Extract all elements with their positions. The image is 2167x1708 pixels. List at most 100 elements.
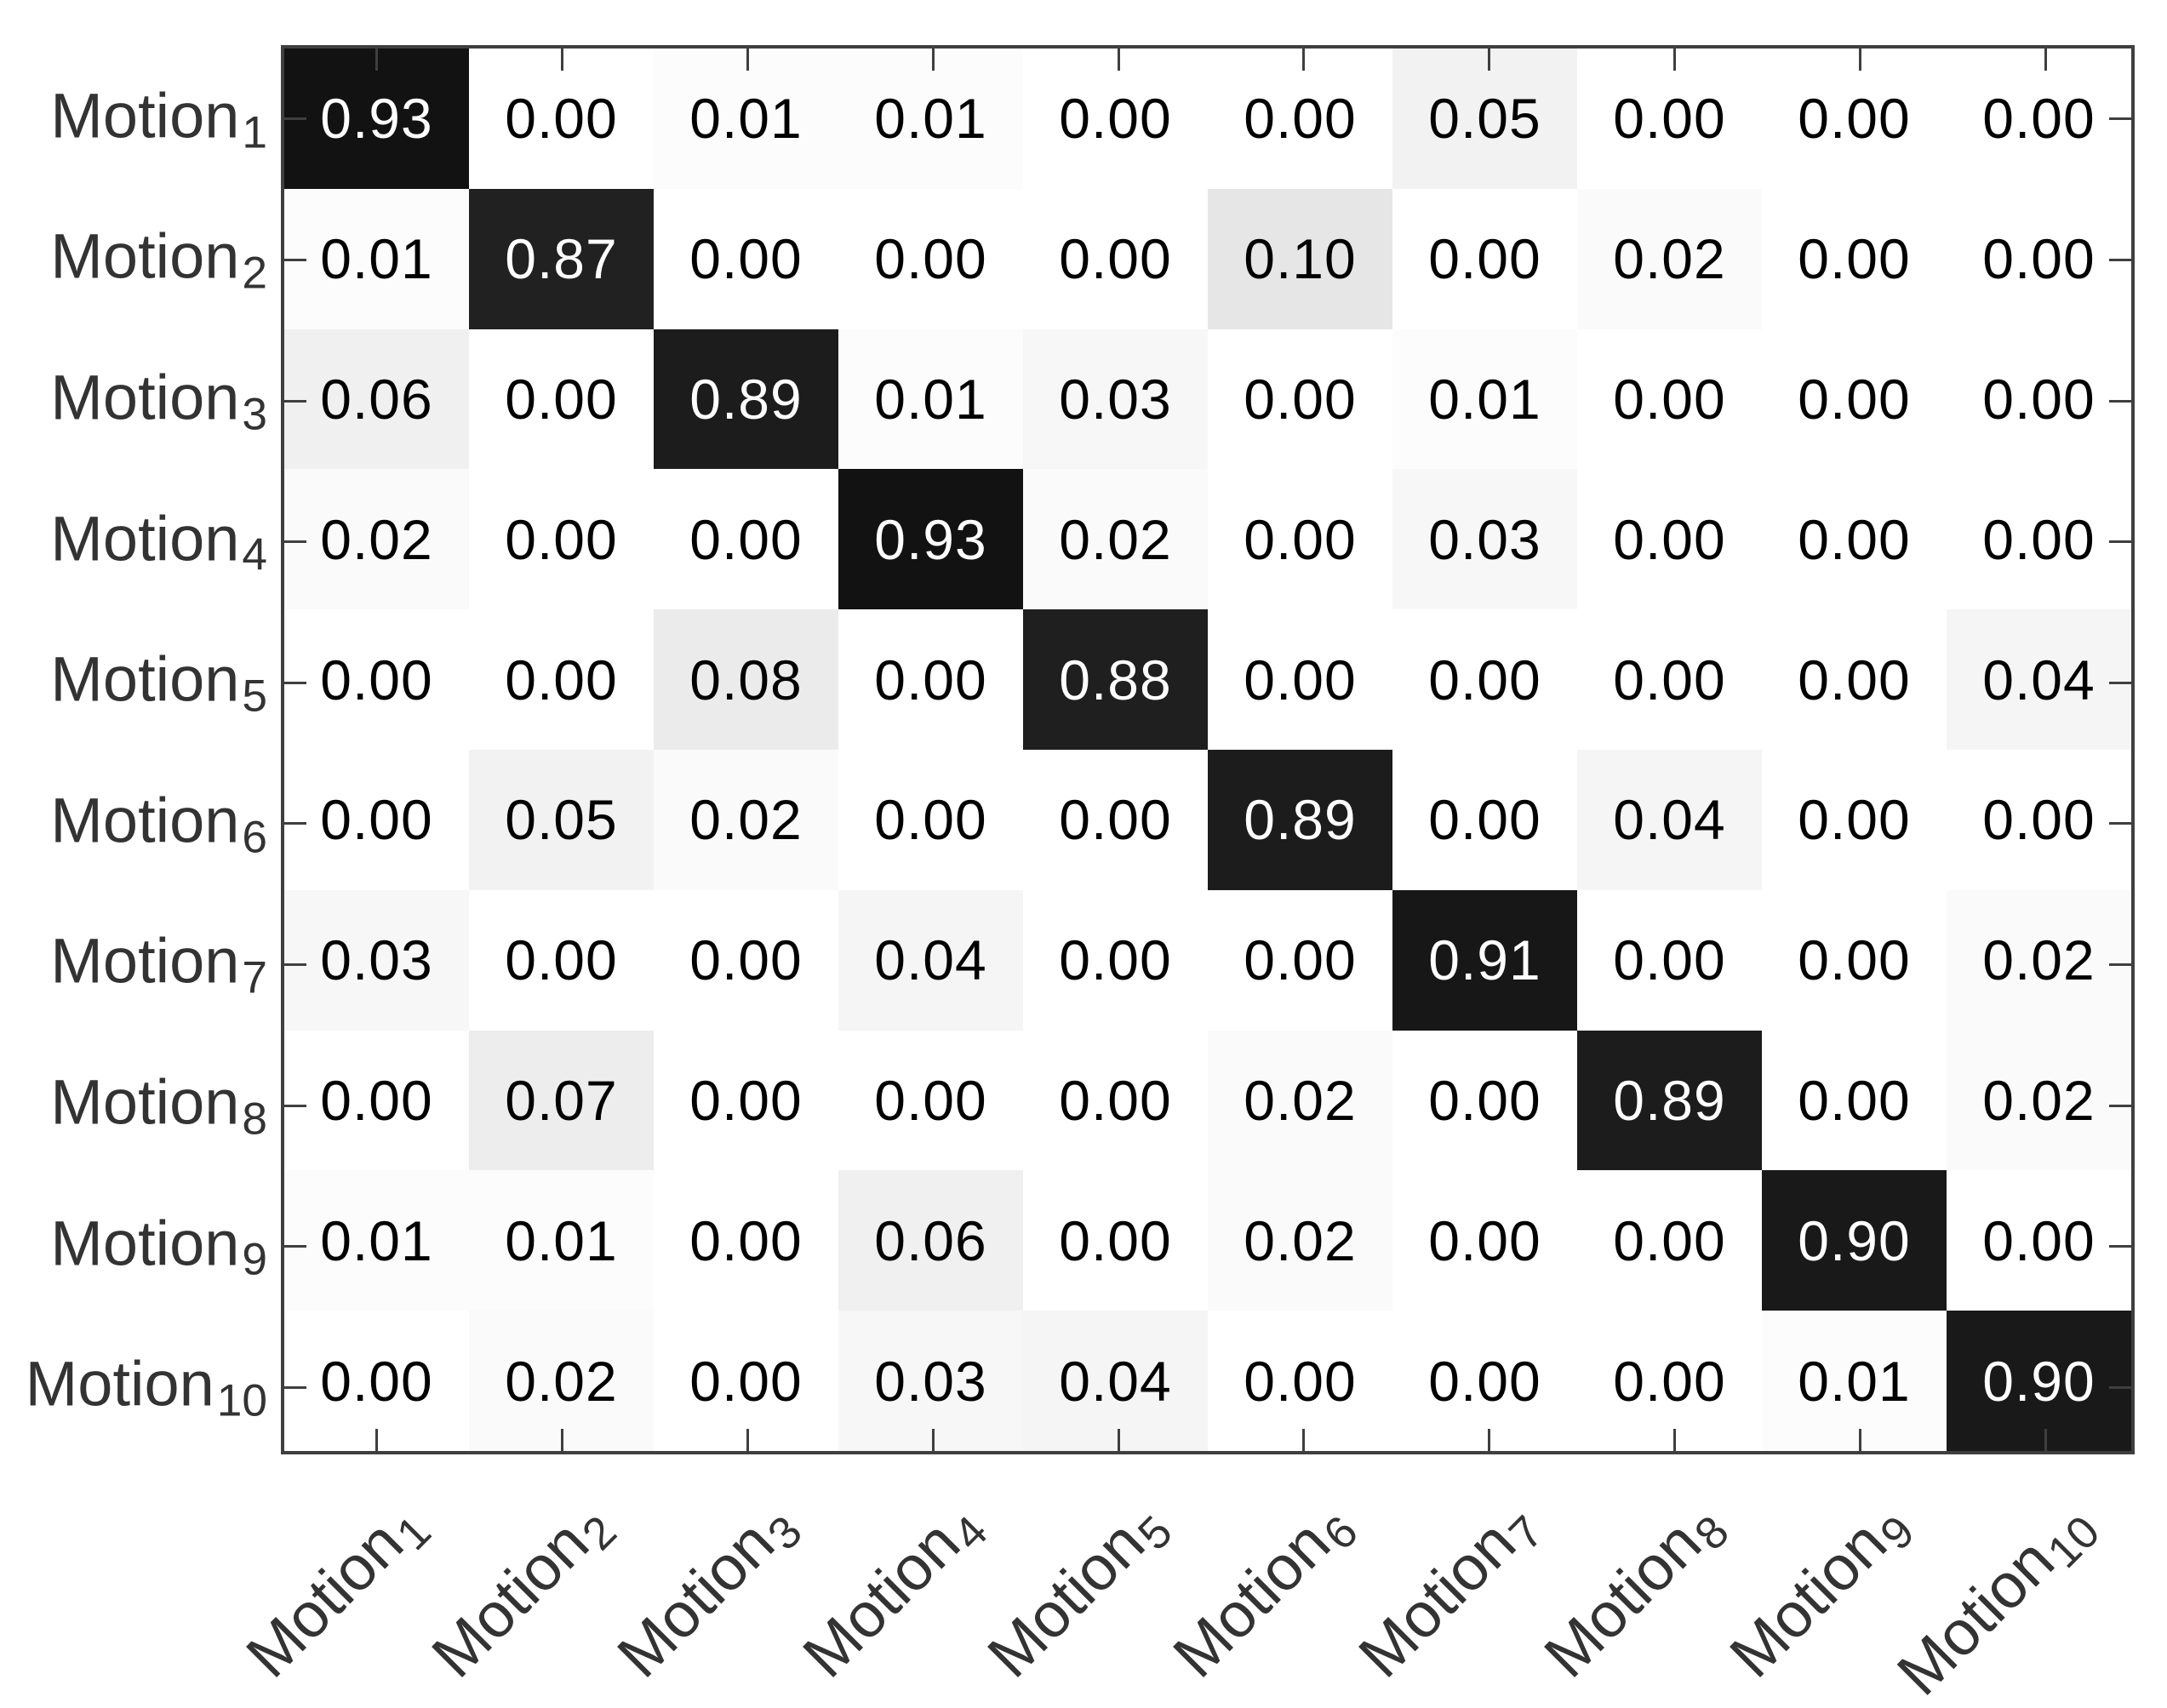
- x-axis-label: Motion6: [1159, 1487, 1367, 1691]
- y-label-base: Motion: [50, 643, 240, 715]
- matrix-cell: 0.00: [1577, 609, 1762, 750]
- x-axis-label: Motion5: [974, 1487, 1182, 1691]
- matrix-cell: 0.04: [1947, 609, 2131, 750]
- matrix-cell: 0.00: [284, 1030, 469, 1171]
- matrix-cell: 0.00: [1023, 1170, 1208, 1311]
- bottom-tick: [1117, 1429, 1120, 1451]
- matrix-cell: 0.00: [654, 188, 838, 329]
- left-tick: [284, 822, 306, 825]
- x-label-base: Motion: [1715, 1506, 1900, 1691]
- x-axis-label: Motion4: [788, 1487, 997, 1691]
- matrix-cell: 0.01: [838, 49, 1023, 189]
- left-tick: [284, 1245, 306, 1248]
- top-tick: [1302, 49, 1306, 71]
- matrix-cell: 0.00: [1762, 469, 1947, 610]
- matrix-cell: 0.04: [838, 889, 1023, 1031]
- matrix-cell: 0.00: [1392, 188, 1577, 329]
- matrix-cell: 0.00: [1023, 49, 1208, 189]
- matrix-cell: 0.00: [1208, 1311, 1392, 1451]
- matrix-cell: 0.00: [1023, 188, 1208, 329]
- matrix-cell: 0.00: [1762, 1030, 1947, 1171]
- top-tick: [561, 49, 564, 71]
- right-tick: [2109, 117, 2131, 121]
- matrix-cell: 0.90: [1947, 1311, 2131, 1451]
- matrix-cell: 0.01: [284, 1170, 469, 1311]
- matrix-cell: 0.00: [1392, 1170, 1577, 1311]
- matrix-cell: 0.00: [1947, 49, 2131, 189]
- y-label-base: Motion: [50, 925, 240, 997]
- matrix-cell: 0.06: [838, 1170, 1023, 1311]
- matrix-cell: 0.00: [1947, 1170, 2131, 1311]
- matrix-cell: 0.05: [469, 750, 654, 890]
- y-axis-label: Motion3: [12, 362, 267, 440]
- matrix-cell: 0.89: [1208, 750, 1392, 890]
- y-axis-label: Motion4: [12, 502, 267, 580]
- matrix-cell: 0.00: [1392, 1311, 1577, 1451]
- x-axis-label: Motion10: [1883, 1487, 2109, 1708]
- matrix-cell: 0.00: [1577, 469, 1762, 610]
- x-label-base: Motion: [418, 1506, 603, 1691]
- right-tick: [2109, 822, 2131, 825]
- matrix-cell: 0.00: [1577, 889, 1762, 1031]
- y-axis-label: Motion5: [12, 643, 267, 722]
- bottom-tick: [1858, 1429, 1861, 1451]
- x-label-base: Motion: [1345, 1506, 1529, 1691]
- y-label-base: Motion: [50, 1066, 240, 1138]
- matrix-cell: 0.93: [838, 469, 1023, 610]
- left-tick: [284, 258, 306, 261]
- matrix-cell: 0.00: [654, 1311, 838, 1451]
- x-axis-label: Motion1: [232, 1487, 440, 1691]
- matrix-cell: 0.01: [838, 328, 1023, 470]
- matrix-cell: 0.01: [1762, 1311, 1947, 1451]
- matrix-cell: 0.00: [1023, 1030, 1208, 1171]
- y-axis-label: Motion10: [12, 1348, 267, 1426]
- matrix-cell: 0.04: [1577, 750, 1762, 890]
- matrix-cell: 0.00: [1577, 1170, 1762, 1311]
- y-label-subscript: 3: [242, 389, 267, 440]
- matrix-cell: 0.00: [1947, 750, 2131, 890]
- matrix-cell: 0.00: [1762, 889, 1947, 1031]
- top-tick: [1488, 49, 1491, 71]
- matrix-cell: 0.00: [1762, 49, 1947, 189]
- y-label-subscript: 1: [242, 107, 267, 158]
- matrix-cell: 0.00: [1947, 469, 2131, 610]
- matrix-cell: 0.89: [1577, 1030, 1762, 1171]
- matrix-cell: 0.00: [654, 889, 838, 1031]
- matrix-cell: 0.00: [1392, 609, 1577, 750]
- matrix-cell: 0.00: [1762, 188, 1947, 329]
- matrix-cell: 0.00: [1762, 328, 1947, 470]
- x-label-base: Motion: [1159, 1506, 1344, 1691]
- matrix-cell: 0.00: [654, 469, 838, 610]
- matrix-cell: 0.02: [1023, 469, 1208, 610]
- top-tick: [746, 49, 749, 71]
- matrix-cell: 0.07: [469, 1030, 654, 1171]
- bottom-tick: [561, 1429, 564, 1451]
- right-tick: [2109, 1385, 2131, 1389]
- right-tick: [2109, 963, 2131, 966]
- y-axis-label: Motion9: [12, 1207, 267, 1285]
- matrix-cell: 0.03: [1392, 469, 1577, 610]
- matrix-cell: 0.00: [654, 1030, 838, 1171]
- right-tick: [2109, 1245, 2131, 1248]
- y-label-base: Motion: [50, 785, 240, 856]
- top-tick: [375, 49, 379, 71]
- y-label-base: Motion: [50, 80, 240, 151]
- matrix-cell: 0.03: [284, 889, 469, 1031]
- matrix-cell: 0.00: [1208, 889, 1392, 1031]
- matrix-cell: 0.08: [654, 609, 838, 750]
- matrix-cell: 0.00: [1577, 328, 1762, 470]
- matrix-cell: 0.01: [1392, 328, 1577, 470]
- x-label-base: Motion: [603, 1506, 787, 1691]
- bottom-tick: [375, 1429, 379, 1451]
- y-axis-label: Motion1: [12, 79, 267, 157]
- matrix-cell: 0.00: [654, 1170, 838, 1311]
- matrix-cell: 0.87: [469, 188, 654, 329]
- y-label-subscript: 2: [242, 248, 267, 299]
- matrix-cell: 0.02: [1947, 1030, 2131, 1171]
- matrix-cell: 0.02: [1947, 889, 2131, 1031]
- bottom-tick: [1302, 1429, 1306, 1451]
- y-axis-label: Motion6: [12, 784, 267, 862]
- bottom-tick: [1488, 1429, 1491, 1451]
- matrix-cell: 0.00: [1762, 750, 1947, 890]
- matrix-cell: 0.04: [1023, 1311, 1208, 1451]
